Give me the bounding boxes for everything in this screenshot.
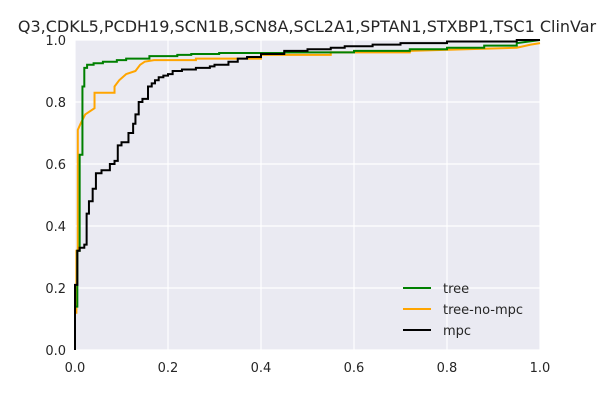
legend-label-tree: tree	[443, 282, 469, 297]
y-tick-label: 0.0	[45, 344, 66, 359]
y-tick-label: 1.0	[45, 34, 66, 49]
y-tick-label: 0.4	[45, 220, 66, 235]
y-tick-label: 0.2	[45, 282, 66, 297]
y-tick-label: 0.6	[45, 158, 66, 173]
chart-title: Q3,CDKL5,PCDH19,SCN1B,SCN8A,SCL2A1,SPTAN…	[18, 17, 597, 36]
x-tick-label: 0.8	[437, 361, 458, 376]
legend-label-mpc: mpc	[443, 324, 471, 339]
legend-label-tree-no-mpc: tree-no-mpc	[443, 303, 523, 318]
grid	[74, 39, 541, 351]
x-tick-label: 1.0	[530, 361, 551, 376]
series-line-mpc	[74, 39, 540, 350]
x-tick-label: 0.6	[344, 361, 365, 376]
x-tick-label: 0.0	[65, 361, 86, 376]
y-tick-label: 0.8	[45, 96, 66, 111]
tick-labels: 0.0 0.2 0.4 0.6 0.8 1.0 0.0 0.2 0.4 0.6 0.8 1.0	[45, 34, 550, 376]
x-tick-label: 0.4	[251, 361, 272, 376]
series-layer	[74, 39, 541, 350]
x-tick-label: 0.2	[158, 361, 179, 376]
plot-background	[75, 40, 540, 350]
legend: tree tree-no-mpc mpc	[403, 282, 523, 339]
series-line-tree	[74, 39, 541, 350]
